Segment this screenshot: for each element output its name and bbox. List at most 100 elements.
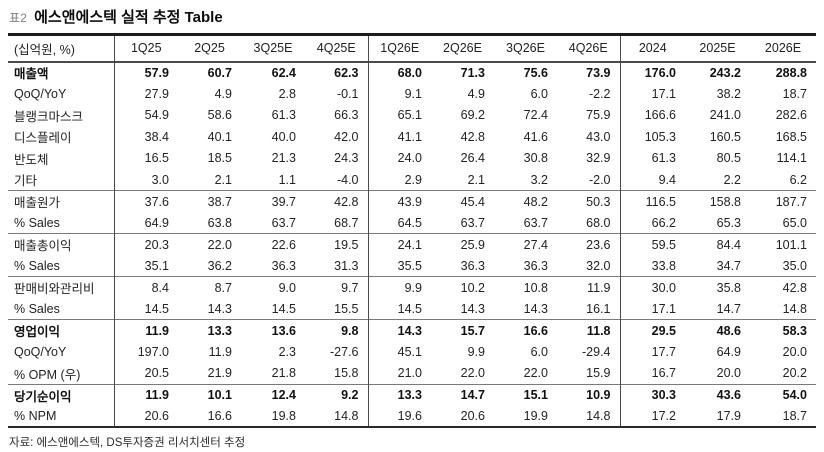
cell: 39.7 [241,190,305,212]
cell: 114.1 [776,151,807,166]
table-row: 디스플레이 38.4 40.1 40.0 42.0 41.1 42.8 41.6… [8,126,816,148]
cell: 71.3 [460,65,485,80]
cell: 8.7 [178,276,241,298]
table-row: QoQ/YoY 197.0 11.9 2.3 -27.6 45.1 9.9 6.… [8,341,816,363]
cell: 61.3 [651,151,676,166]
cell: 2.8 [278,86,296,101]
row-label: 매출원가 [8,190,115,212]
cell: 18.7 [782,86,807,101]
column-header: 4Q25E [305,34,369,63]
table-row: % OPM (우) 20.5 21.9 21.8 15.8 21.0 22.0 … [8,362,816,384]
row-label: 매출액 [8,61,115,83]
cell: 68.7 [305,212,369,234]
table-row: 매출액 57.9 60.7 62.4 62.3 68.0 71.3 75.6 7… [8,61,816,83]
row-label: % NPM [8,405,115,427]
cell: 45.4 [431,190,494,212]
cell: 54.9 [144,108,169,123]
cell: 14.3 [368,319,431,341]
cell: 35.0 [782,258,807,273]
cell: 18.5 [207,151,232,166]
cell: 22.0 [178,233,241,255]
cell: 101.1 [750,233,816,255]
column-header: 3Q26E [494,34,557,63]
cell: 19.8 [271,408,296,423]
unit-header: (십억원, %) [8,34,115,63]
cell: 13.6 [241,319,305,341]
cell: 288.8 [775,65,807,80]
cell: 63.7 [460,215,485,230]
cell: 9.9 [467,344,485,359]
cell: 22.0 [460,366,485,380]
cell: 20.3 [114,233,178,255]
cell: 14.3 [523,301,548,316]
cell: 9.0 [241,276,305,298]
cell: 9.2 [305,383,369,406]
cell: 13.3 [178,319,241,341]
cell: -0.1 [305,83,369,105]
cell: 35.8 [685,276,750,298]
cell: 80.5 [716,151,741,166]
column-header: 2024 [620,34,685,63]
cell: 60.7 [207,65,232,80]
cell: 17.1 [651,301,676,316]
cell: 25.9 [431,233,494,255]
table-row: % NPM 20.6 16.6 19.8 14.8 19.6 20.6 19.9… [8,405,816,427]
cell: 66.2 [651,215,676,230]
cell: 15.8 [305,362,369,384]
row-label: 판매비와관리비 [8,276,115,298]
cell: 22.0 [523,366,548,380]
row-label: 반도체 [8,147,115,169]
cell: 20.6 [144,408,169,423]
cell: 11.9 [114,383,178,406]
cell: 30.3 [620,383,685,406]
row-label: QoQ/YoY [8,341,115,363]
cell: 17.1 [651,86,676,101]
table-row: QoQ/YoY 27.9 4.9 2.8 -0.1 9.1 4.9 6.0 -2… [8,83,816,105]
table-row: 당기순이익 11.9 10.1 12.4 9.2 13.3 14.7 15.1 … [8,383,816,406]
cell: 75.6 [523,65,548,80]
cell: 36.3 [523,258,548,273]
cell: 11.9 [557,276,621,298]
cell: 14.5 [271,301,296,316]
cell: 282.6 [775,108,807,123]
cell: 41.1 [397,129,422,144]
table-row: 기타 3.0 2.1 1.1 -4.0 2.9 2.1 3.2 -2.0 9.4… [8,169,816,191]
cell: 48.2 [494,190,557,212]
cell: 57.9 [144,65,169,80]
cell: 23.6 [557,233,621,255]
cell: 241.0 [709,108,741,123]
column-header: 3Q25E [241,34,305,63]
cell: 20.5 [144,366,169,380]
cell: 2.1 [214,172,232,187]
cell: 43.6 [685,383,750,406]
table-row: % Sales 64.9 63.8 63.7 68.7 64.5 63.7 63… [8,212,816,234]
column-header: 2Q26E [431,34,494,63]
table-row: 영업이익 11.9 13.3 13.6 9.8 14.3 15.7 16.6 1… [8,319,816,341]
cell: 61.3 [271,108,296,123]
page-title: 에스앤에스텍 실적 추정 Table [34,9,223,26]
cell: 59.5 [620,233,685,255]
cell: 176.0 [644,65,676,80]
cell: 19.5 [305,233,369,255]
table-row: 판매비와관리비 8.4 8.7 9.0 9.7 9.9 10.2 10.8 11… [8,276,816,298]
cell: 12.4 [241,383,305,406]
cell: 16.6 [494,319,557,341]
cell: 16.5 [144,151,169,166]
row-label: 당기순이익 [8,383,115,406]
table-row: 매출원가 37.6 38.7 39.7 42.8 43.9 45.4 48.2 … [8,190,816,212]
cell: 10.2 [431,276,494,298]
cell: 14.5 [144,301,169,316]
cell: 11.9 [114,319,178,341]
cell: 160.5 [709,129,741,144]
row-label: QoQ/YoY [8,83,115,105]
cell: 36.2 [207,258,232,273]
cell: 9.1 [404,86,422,101]
cell: 2.2 [723,172,741,187]
cell: 30.8 [523,151,548,166]
cell: 33.8 [651,258,676,273]
cell: 42.8 [460,129,485,144]
cell: 18.7 [782,408,807,423]
estimates-table: (십억원, %) 1Q25 2Q25 3Q25E 4Q25E 1Q26E 2Q2… [8,33,816,428]
table-row: % Sales 14.5 14.3 14.5 15.5 14.5 14.3 14… [8,298,816,320]
